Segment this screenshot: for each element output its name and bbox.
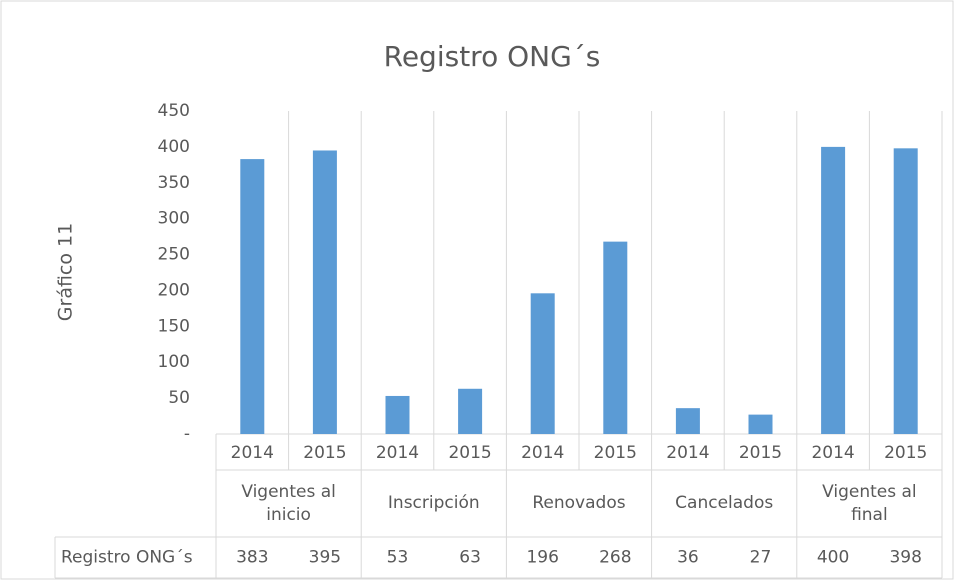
table-value: 268 bbox=[599, 548, 631, 568]
bar bbox=[240, 159, 265, 434]
x-tick-label: 2015 bbox=[303, 443, 346, 463]
y-tick-label: 400 bbox=[158, 137, 190, 157]
group-label-box: Renovados bbox=[532, 493, 626, 514]
x-tick-label: 2014 bbox=[231, 443, 274, 463]
table-value: 27 bbox=[750, 548, 772, 568]
group-label: Vigentes al inicio bbox=[241, 482, 336, 525]
bar bbox=[675, 408, 700, 434]
group-label-box: Vigentes al final bbox=[822, 482, 917, 525]
chart-title: Registro ONG´s bbox=[384, 40, 601, 73]
group-label: Cancelados bbox=[675, 493, 774, 514]
table-value: 36 bbox=[677, 548, 699, 568]
bar bbox=[530, 293, 555, 434]
x-tick-label: 2014 bbox=[376, 443, 419, 463]
bar bbox=[312, 150, 337, 434]
group-label-box: Vigentes al inicio bbox=[241, 482, 336, 525]
y-tick-label: 150 bbox=[158, 316, 190, 336]
table-value: 383 bbox=[236, 548, 268, 568]
bar bbox=[603, 241, 628, 434]
x-tick-label: 2014 bbox=[521, 443, 564, 463]
y-tick-label: 50 bbox=[168, 388, 190, 408]
group-label: Inscripción bbox=[387, 493, 480, 514]
y-tick-label: 450 bbox=[158, 101, 190, 121]
group-label-box: Cancelados bbox=[675, 493, 774, 514]
table-value: 196 bbox=[526, 548, 558, 568]
x-tick-label: 2015 bbox=[884, 443, 927, 463]
y-tick-label: 100 bbox=[158, 352, 190, 372]
y-tick-label: - bbox=[184, 424, 190, 444]
group-label: Vigentes al final bbox=[822, 482, 917, 525]
x-tick-label: 2015 bbox=[594, 443, 637, 463]
x-tick-label: 2015 bbox=[739, 443, 782, 463]
x-tick-label: 2014 bbox=[811, 443, 854, 463]
bar bbox=[385, 395, 410, 434]
group-label-box: Inscripción bbox=[387, 493, 480, 514]
x-tick-label: 2015 bbox=[448, 443, 491, 463]
table-row-label: Registro ONG´s bbox=[61, 548, 193, 568]
table-value: 53 bbox=[387, 548, 409, 568]
group-label: Renovados bbox=[532, 493, 626, 514]
x-tick-label: 2014 bbox=[666, 443, 709, 463]
y-tick-label: 350 bbox=[158, 173, 190, 193]
y-tick-label: 300 bbox=[158, 209, 190, 229]
bar bbox=[893, 148, 918, 434]
bar bbox=[748, 414, 773, 434]
y-tick-label: 250 bbox=[158, 245, 190, 265]
table-value: 63 bbox=[459, 548, 481, 568]
table-value: 395 bbox=[309, 548, 341, 568]
bar bbox=[458, 388, 483, 434]
bar bbox=[821, 146, 846, 434]
table-value: 398 bbox=[889, 548, 921, 568]
table-value: 400 bbox=[817, 548, 849, 568]
y-tick-label: 200 bbox=[158, 280, 190, 300]
y-axis-label: Gráfico 11 bbox=[55, 223, 77, 321]
